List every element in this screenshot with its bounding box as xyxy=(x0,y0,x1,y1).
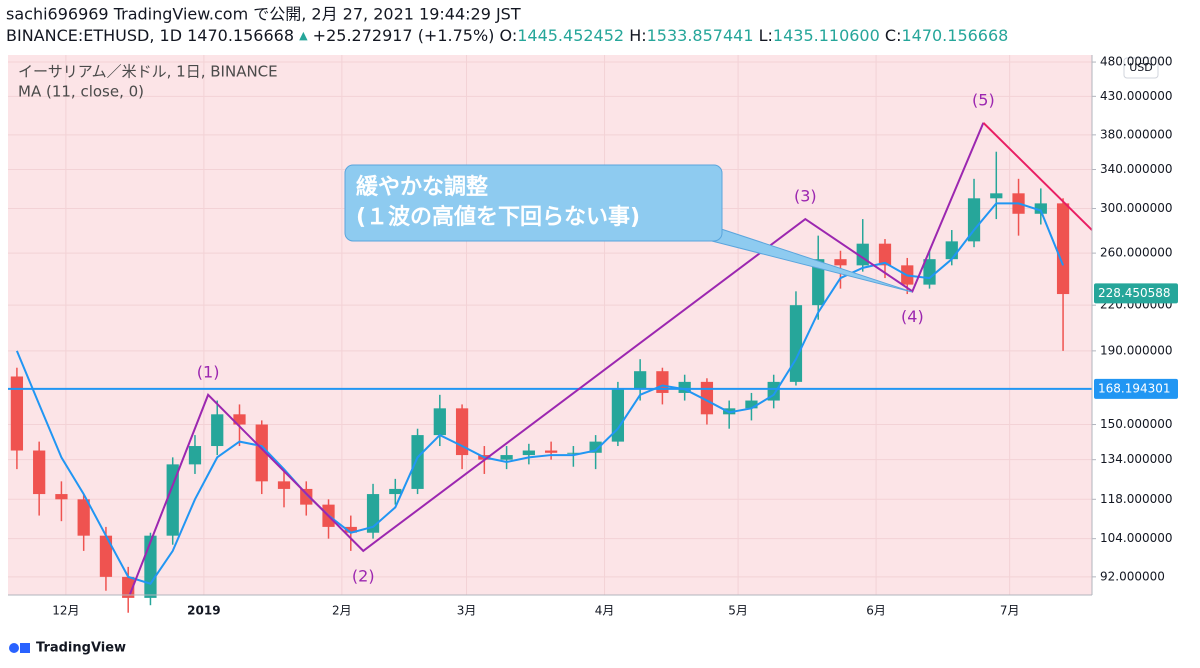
candle-body xyxy=(834,259,847,266)
y-tick-label: 150.000000 xyxy=(1100,417,1173,431)
y-tick-label: 300.000000 xyxy=(1100,201,1173,215)
y-tick-label: 190.000000 xyxy=(1100,343,1173,357)
candle-body xyxy=(411,435,424,489)
candle-body xyxy=(77,499,90,536)
candle-body xyxy=(789,305,803,382)
candle-body xyxy=(812,259,825,306)
candle-body xyxy=(233,414,246,425)
candle-body xyxy=(55,494,68,500)
chart-title: イーサリアム／米ドル, 1日, BINANCE xyxy=(18,63,278,81)
callout-line: (１波の高値を下回らない事) xyxy=(356,204,640,230)
y-tick-label: 118.000000 xyxy=(1100,492,1173,506)
y-tick-label: 380.000000 xyxy=(1100,127,1173,141)
candle-body xyxy=(611,389,625,442)
candle-body xyxy=(945,241,958,260)
candle-body xyxy=(277,481,291,489)
symbol: BINANCE:ETHUSD, 1D xyxy=(6,26,182,45)
candle-body xyxy=(878,243,892,266)
h-label: H: xyxy=(629,26,646,45)
candle-body xyxy=(99,535,113,577)
y-tick-label: 92.000000 xyxy=(1100,569,1165,583)
candle-body xyxy=(33,450,46,495)
candle-body xyxy=(433,408,446,436)
x-tick-label: 6月 xyxy=(866,604,886,618)
callout-line: 緩やかな調整 xyxy=(356,174,488,200)
candle-body xyxy=(144,535,157,598)
x-tick-label: 5月 xyxy=(728,604,748,618)
h-value: 1533.857441 xyxy=(647,26,754,45)
y-tick-label: 480.000000 xyxy=(1100,55,1173,69)
price-tag-label: 168.194301 xyxy=(1098,381,1171,395)
candle-body xyxy=(344,526,357,533)
y-tick-label: 134.000000 xyxy=(1100,452,1173,466)
candle-body xyxy=(967,198,981,242)
x-tick-label: 7月 xyxy=(1000,604,1020,618)
x-tick-label: 2019 xyxy=(187,604,220,618)
wave-line xyxy=(129,122,985,595)
o-value: 1445.452452 xyxy=(517,26,624,45)
candle-body xyxy=(634,371,647,390)
candle-body xyxy=(745,400,758,409)
last-price-label: 228.450588 xyxy=(1098,286,1171,300)
x-tick-label: 4月 xyxy=(595,604,615,618)
c-label: C: xyxy=(885,26,902,45)
x-tick-label: 12月 xyxy=(52,604,79,618)
wave-label: (4) xyxy=(901,307,924,326)
symbol-line: BINANCE:ETHUSD, 1D 1470.156668 ▲ +25.272… xyxy=(6,26,1008,45)
x-tick-label: 3月 xyxy=(457,604,477,618)
y-tick-label: 260.000000 xyxy=(1100,246,1173,260)
l-label: L: xyxy=(759,26,773,45)
candle-body xyxy=(389,488,402,495)
candle-body xyxy=(1056,203,1070,295)
candle-body xyxy=(1034,203,1047,214)
candle-body xyxy=(255,424,268,482)
candle-body xyxy=(211,414,224,447)
l-value: 1435.110600 xyxy=(773,26,880,45)
candle-body xyxy=(990,193,1003,199)
y-tick-label: 104.000000 xyxy=(1100,531,1173,545)
ma-line xyxy=(15,202,1064,585)
candle-body xyxy=(500,455,513,460)
legend-entry: MA (11, close, 0) xyxy=(18,83,144,101)
wave-label: (1) xyxy=(197,362,220,381)
x-tick-label: 2月 xyxy=(332,604,352,618)
candle-body xyxy=(589,441,602,453)
y-tick-label: 340.000000 xyxy=(1100,162,1173,176)
candle-body xyxy=(188,446,202,465)
candle-body xyxy=(300,488,313,505)
wave-label: (2) xyxy=(352,566,375,585)
last: 1470.156668 xyxy=(187,26,294,45)
publish-info: sachi696969 TradingView.com で公開, 2月 27, … xyxy=(6,5,521,24)
brand-logo xyxy=(9,643,30,653)
last-price-tag xyxy=(1094,283,1178,304)
candle-body xyxy=(567,452,580,454)
change: +25.272917 (+1.75%) xyxy=(313,26,495,45)
currency-box[interactable] xyxy=(1123,57,1159,79)
wave-label: (3) xyxy=(794,187,817,206)
candle-body xyxy=(678,381,691,393)
candle-body xyxy=(700,381,714,415)
candle-body xyxy=(522,450,535,456)
o-label: O: xyxy=(500,26,518,45)
callout xyxy=(344,164,723,242)
candle-body xyxy=(455,408,469,456)
y-tick-label: 430.000000 xyxy=(1100,89,1173,103)
c-value: 1470.156668 xyxy=(901,26,1008,45)
wave-label: (5) xyxy=(972,90,995,109)
plot-background xyxy=(8,55,1092,595)
arrow: ▲ xyxy=(299,29,308,42)
brand: TradingView xyxy=(36,641,126,656)
candle-body xyxy=(10,376,24,451)
trend-line xyxy=(982,122,1093,231)
candle-body xyxy=(544,450,558,453)
currency[interactable]: USD xyxy=(1129,61,1153,74)
candle-body xyxy=(166,464,179,536)
price-tag xyxy=(1094,378,1178,399)
